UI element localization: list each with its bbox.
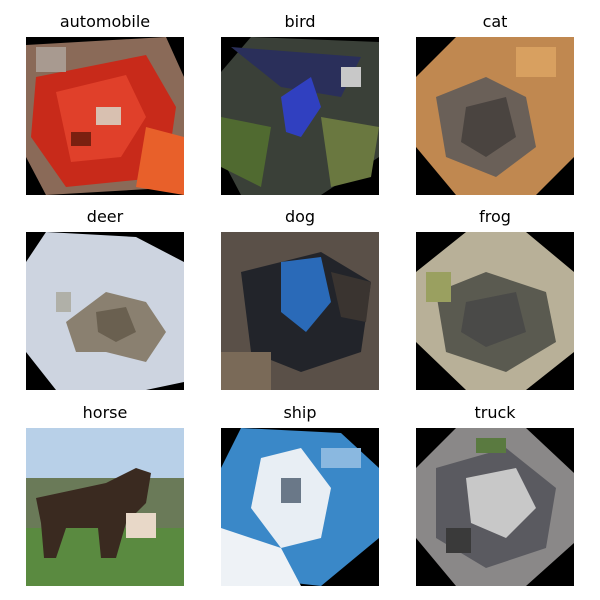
truck-photo xyxy=(416,428,574,586)
image-title: automobile xyxy=(26,12,184,32)
frog-photo xyxy=(416,232,574,390)
dog-photo xyxy=(221,232,379,390)
deer-photo xyxy=(26,232,184,390)
image-title: cat xyxy=(416,12,574,32)
horse-photo xyxy=(26,428,184,586)
ship-photo xyxy=(221,428,379,586)
cat-photo xyxy=(416,37,574,195)
image-title: bird xyxy=(221,12,379,32)
image-title: truck xyxy=(416,403,574,423)
image-title: frog xyxy=(416,207,574,227)
image-title: deer xyxy=(26,207,184,227)
bird-photo xyxy=(221,37,379,195)
image-title: horse xyxy=(26,403,184,423)
image-title: ship xyxy=(221,403,379,423)
automobile-photo xyxy=(26,37,184,195)
image-title: dog xyxy=(221,207,379,227)
